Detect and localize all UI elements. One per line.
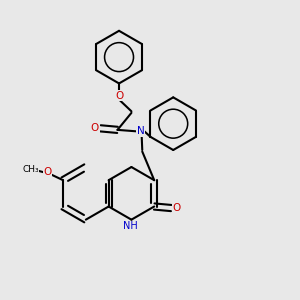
Text: O: O	[173, 203, 181, 213]
Text: O: O	[91, 123, 99, 133]
Text: NH: NH	[122, 221, 137, 232]
Text: CH₃: CH₃	[22, 166, 39, 175]
Text: O: O	[115, 91, 123, 101]
Text: O: O	[44, 167, 52, 177]
Text: N: N	[137, 126, 145, 136]
